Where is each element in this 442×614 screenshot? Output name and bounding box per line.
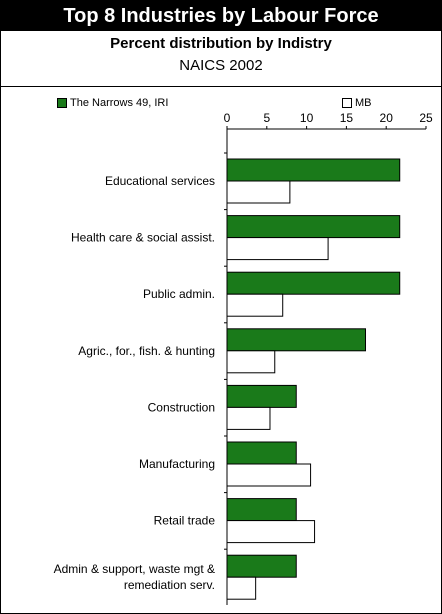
bar-series1 [226,554,297,578]
legend-label-series2: MB [355,97,372,109]
bar-series2 [226,520,316,544]
category-label: Admin & support, waste mgt & [54,562,215,576]
chart-title: Top 8 Industries by Labour Force [1,1,441,31]
category-label: remediation serv. [124,578,215,592]
category-label: Retail trade [154,514,216,528]
bar-series1 [226,158,401,182]
x-tick-label: 0 [224,111,231,125]
legend-swatch-series2 [342,98,352,108]
bar-series2 [226,463,312,487]
bar-series2 [226,406,271,430]
bar-series2 [226,350,276,374]
category-label: Agric., for., fish. & hunting [78,344,215,358]
category-label: Health care & social assist. [71,231,215,245]
bar-series1 [226,441,297,465]
bar-series2 [226,293,284,317]
bar-series1 [226,215,401,239]
bar-series2 [226,237,329,261]
x-tick-label: 15 [340,111,354,125]
x-tick-label: 10 [300,111,314,125]
legend-item-series2: MB [342,97,372,109]
legend-label-series1: The Narrows 49, IRI [70,97,169,109]
category-label: Educational services [105,174,215,188]
bar-series1 [226,498,297,522]
bar-series2 [226,180,291,204]
bar-series1 [226,271,401,295]
legend-swatch-series1 [57,98,67,108]
chart-subtitle-naics: NAICS 2002 [179,57,263,74]
x-tick-label: 5 [263,111,270,125]
bar-series1 [226,384,297,408]
legend-item-series1: The Narrows 49, IRI [57,97,168,109]
x-tick-label: 25 [419,111,433,125]
x-tick-label: 20 [380,111,394,125]
bar-series1 [226,328,367,352]
chart-subtitle: Percent distribution by Indistry [110,35,332,52]
category-label: Manufacturing [139,457,215,471]
category-label: Public admin. [143,287,215,301]
bar-series2 [226,576,257,600]
category-label: Construction [148,400,215,414]
header-divider [1,86,441,87]
